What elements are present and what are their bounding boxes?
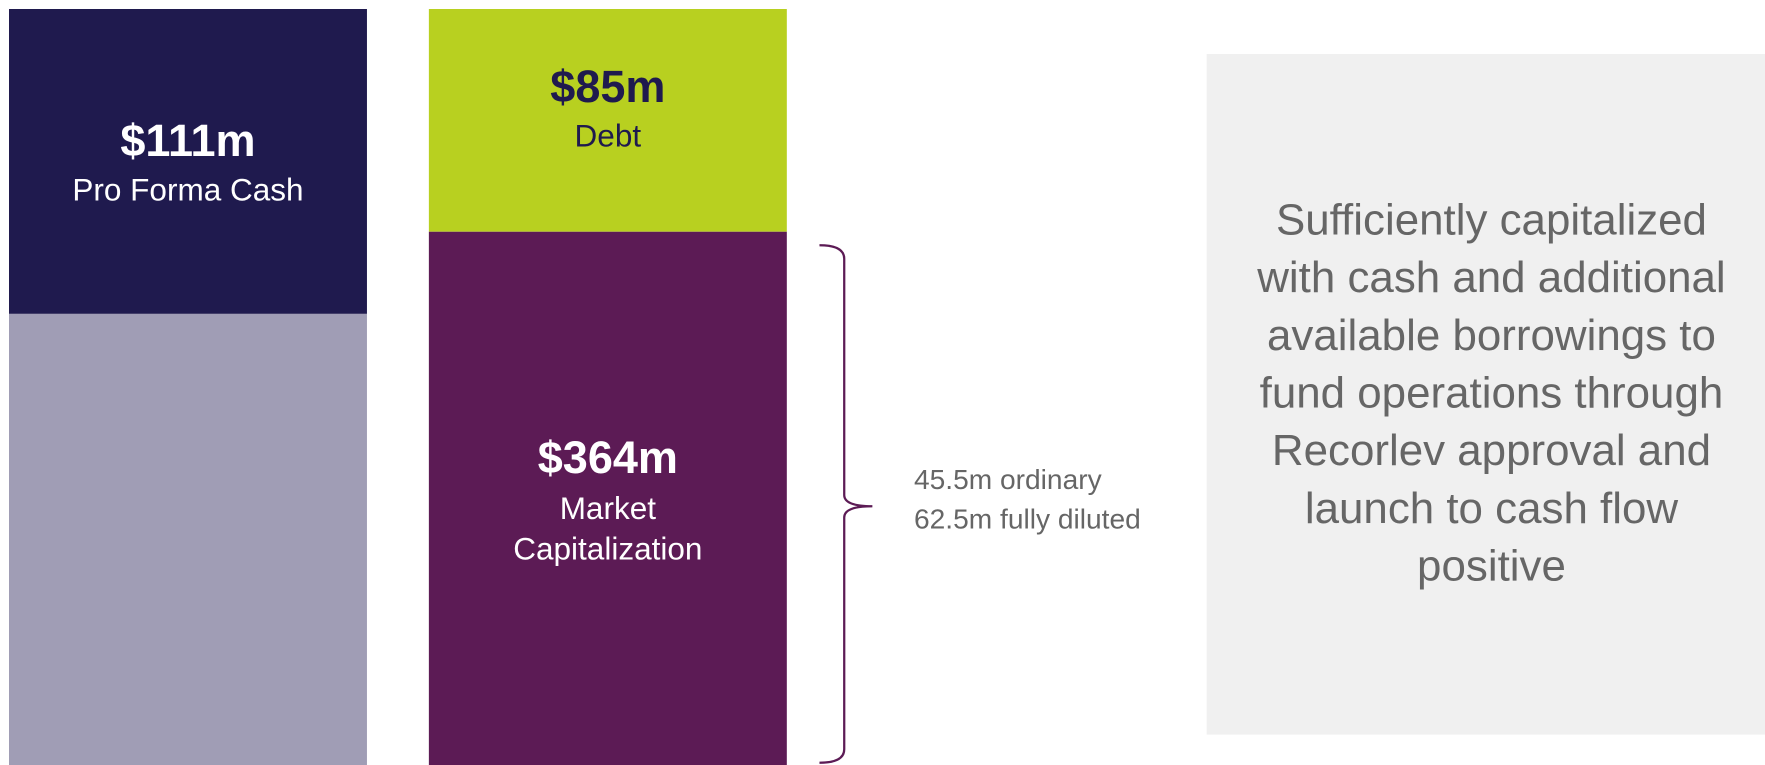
note-line: launch to cash flow bbox=[1305, 484, 1679, 533]
market-cap-label: Capitalization bbox=[513, 531, 702, 567]
cash-block bbox=[9, 9, 367, 314]
debt-block bbox=[428, 9, 787, 232]
note-text: Sufficiently capitalized with cash and ad… bbox=[1256, 195, 1725, 590]
note-line: Recorlev approval and bbox=[1272, 426, 1711, 475]
lower-block bbox=[9, 313, 367, 765]
market-cap-label: Market bbox=[560, 490, 657, 526]
debt-label: Debt bbox=[575, 118, 642, 154]
brace bbox=[819, 244, 873, 764]
note-line: Sufficiently capitalized bbox=[1276, 195, 1707, 244]
note-line: positive bbox=[1417, 542, 1566, 591]
note-line: available borrowings to bbox=[1267, 311, 1716, 360]
note-line: with cash and additional bbox=[1256, 253, 1725, 302]
cash-amount: $111m bbox=[120, 115, 255, 166]
note-line: fund operations through bbox=[1260, 368, 1724, 417]
market-cap-block bbox=[428, 231, 787, 765]
debt-amount: $85m bbox=[550, 61, 665, 112]
note-box bbox=[1206, 54, 1765, 735]
shares-line: 45.5m ordinary bbox=[914, 464, 1102, 495]
cash-label: Pro Forma Cash bbox=[72, 172, 303, 208]
market-cap-amount: $364m bbox=[538, 432, 678, 483]
shares-line: 62.5m fully diluted bbox=[914, 503, 1141, 534]
